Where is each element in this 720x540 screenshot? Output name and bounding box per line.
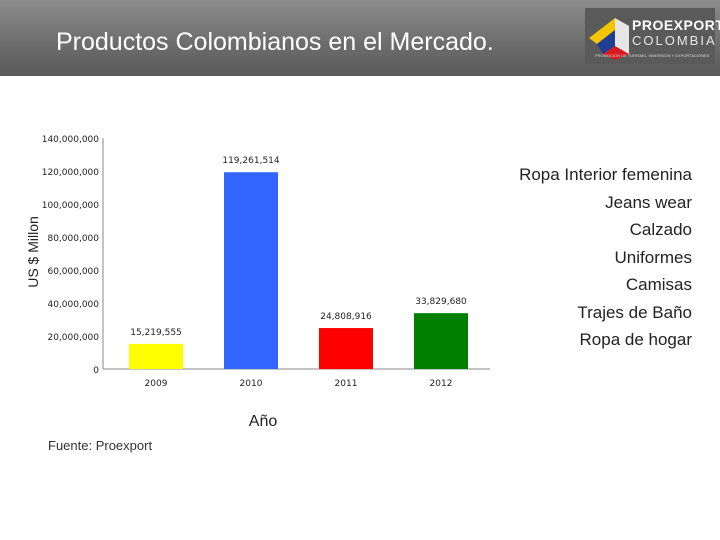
x-tick-label: 2010 (240, 379, 263, 389)
logo-tagline: PROMOCIÓN DE TURISMO, INVERSIÓN Y EXPORT… (595, 53, 710, 58)
x-axis-title: Año (249, 413, 278, 430)
y-tick-label: 120,000,000 (42, 168, 100, 178)
logo-word-proexport: PROEXPORT (632, 17, 720, 33)
y-tick-label: 60,000,000 (47, 267, 99, 277)
y-tick-label: 0 (93, 366, 99, 376)
bar-2009 (129, 343, 183, 369)
legend-item-ropa-interior: Ropa Interior femenina (519, 165, 692, 184)
legend-item-camisas: Camisas (625, 275, 692, 294)
data-label: 24,808,916 (320, 312, 372, 322)
x-tick-label: 2009 (145, 379, 168, 389)
legend-item-jeans: Jeans wear (605, 192, 692, 212)
y-tick-label: 20,000,000 (47, 333, 99, 343)
data-label: 119,261,514 (222, 156, 280, 166)
bar-2012 (414, 313, 468, 369)
page-title: Productos Colombianos en el Mercado. (56, 28, 494, 56)
logo-word-colombia: COLOMBIA (632, 33, 717, 48)
bar-chart: 0 20,000,000 40,000,000 60,000,000 80,000,00… (25, 135, 490, 430)
x-tick-label: 2012 (430, 379, 453, 389)
bar-2011 (319, 328, 373, 369)
legend-item-trajes-bano: Trajes de Baño (577, 302, 692, 322)
y-tick-label: 40,000,000 (47, 300, 99, 310)
product-legend: Ropa Interior femenina Jeans wear Calzad… (519, 161, 692, 354)
data-label: 15,219,555 (130, 328, 182, 338)
x-tick-label: 2011 (335, 379, 358, 389)
y-tick-label: 100,000,000 (42, 201, 100, 211)
legend-item-uniformes: Uniformes (614, 247, 692, 267)
legend-item-ropa-hogar: Ropa de hogar (579, 330, 692, 349)
y-tick-label: 80,000,000 (47, 234, 99, 244)
proexport-logo-icon (585, 8, 715, 64)
data-label: 33,829,680 (415, 297, 467, 307)
y-tick-label: 140,000,000 (42, 135, 100, 145)
y-axis-title: US $ Millon (25, 216, 41, 288)
source-note: Fuente: Proexport (48, 438, 153, 453)
legend-item-calzado: Calzado (629, 220, 692, 239)
bar-2010 (224, 172, 278, 369)
